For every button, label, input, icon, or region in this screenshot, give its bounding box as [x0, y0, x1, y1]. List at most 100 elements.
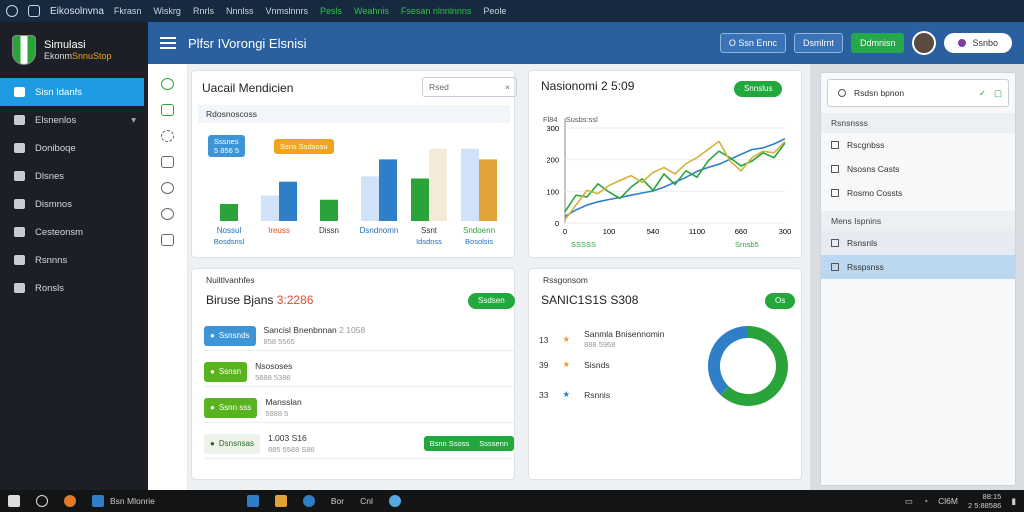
- card-subtitle: Nuiltlvanhfes: [198, 271, 510, 289]
- chat-icon[interactable]: [161, 78, 174, 90]
- top-menu-item[interactable]: Weahnis: [354, 5, 389, 16]
- avatar[interactable]: [912, 31, 937, 55]
- axis: [564, 118, 785, 224]
- sidebar-item[interactable]: Doniboqe: [0, 134, 148, 162]
- title-bar: Eikosolnvna Fkrasn Wiskrg Rnrls Nnnlss Vnmsl…: [0, 0, 1024, 490]
- list-item[interactable]: ● Dsnsnsas 1.003 S16 885 5588 S86 Bsnn Ssos…: [204, 429, 514, 459]
- y-caption: Fl84 Susbs:ssl: [543, 115, 598, 124]
- top-menu-item[interactable]: Pesls: [319, 5, 342, 16]
- back-icon[interactable]: [6, 5, 18, 17]
- donut-slice[interactable]: [720, 326, 788, 406]
- bar[interactable]: [279, 181, 297, 221]
- tray-icon[interactable]: ▭: [904, 495, 913, 506]
- nav-icon: [14, 227, 25, 237]
- bar[interactable]: [461, 148, 479, 221]
- legend-number: 33: [539, 389, 549, 400]
- notification-icon[interactable]: ▮: [1011, 495, 1016, 506]
- x-tick-label: Dissn: [319, 226, 339, 235]
- nav-icon: [14, 171, 25, 181]
- donut-slice[interactable]: [708, 326, 749, 396]
- header-button-2[interactable]: Dsmlrnt: [793, 33, 843, 53]
- app-icon[interactable]: [388, 495, 401, 507]
- sidebar-item[interactable]: Elsnenlos ▾: [0, 106, 148, 134]
- x-tick-label: 1100: [689, 227, 705, 236]
- clock[interactable]: 88:15 2 5:88586: [967, 492, 1002, 510]
- bar[interactable]: [411, 178, 429, 222]
- panel-search[interactable]: Rsdsn bpnon ✓ ▢: [827, 79, 1009, 107]
- legend-item[interactable]: 13 ★ Sanmla Bnisennomin 888 5968: [539, 329, 664, 350]
- grid-icon[interactable]: [161, 104, 174, 116]
- list-item[interactable]: ● Ssnn sss Mansslan 5888 5: [204, 393, 514, 423]
- taskbar-app-3[interactable]: Cnl: [360, 496, 373, 506]
- bar[interactable]: [379, 159, 397, 221]
- tag-icon: ●: [210, 403, 215, 412]
- card-action-button[interactable]: Snnslus: [734, 81, 783, 97]
- bar[interactable]: [261, 195, 279, 222]
- sidebar-item[interactable]: Cesteonsm: [0, 218, 148, 246]
- calendar-icon[interactable]: [161, 156, 174, 168]
- sidebar-item[interactable]: Ronsls: [0, 274, 148, 302]
- top-menu-item[interactable]: Rnrls: [192, 5, 214, 16]
- sidebar-item[interactable]: Sisn Idanfs: [0, 78, 144, 106]
- bar[interactable]: [361, 176, 379, 221]
- tag-icon: ●: [210, 367, 215, 376]
- folder-icon[interactable]: [274, 495, 287, 507]
- profile-pill[interactable]: Ssnbo: [944, 33, 1012, 53]
- header-button-1[interactable]: O Ssn Ennc: [719, 33, 786, 53]
- sidebar-item-label: Dismnos: [35, 198, 72, 210]
- sidebar-item[interactable]: Rsnnns: [0, 246, 148, 274]
- bar[interactable]: [220, 204, 238, 221]
- card-action-button[interactable]: Ssdsen: [468, 293, 515, 309]
- panel-item[interactable]: Rscgnbss: [821, 133, 1015, 157]
- top-menu-item[interactable]: Fkrasn: [113, 5, 142, 16]
- windows-icon[interactable]: [8, 495, 20, 507]
- legend-item[interactable]: 39 ★ Sisnds: [539, 359, 610, 370]
- list-tag: ● Ssnn sss: [204, 397, 258, 418]
- panel-item[interactable]: Rsspsnss: [821, 255, 1015, 279]
- store-icon[interactable]: [246, 495, 259, 507]
- card-subtitle: Rdosnoscoss: [198, 105, 510, 123]
- panel-item[interactable]: Rsnsnls: [821, 231, 1015, 255]
- top-menu-item[interactable]: Nnnlss: [225, 5, 254, 16]
- list-item[interactable]: ● Ssnsn Nsososes 5888 5386: [204, 357, 514, 387]
- taskbar-app-1[interactable]: Bsn Mlonrie: [92, 495, 155, 507]
- panel-item[interactable]: Rosmo Cossts: [821, 181, 1015, 205]
- header-button-3[interactable]: Ddmnisn: [850, 33, 905, 53]
- bar[interactable]: [479, 159, 497, 221]
- top-menu-item[interactable]: Fsesan nlnnlnnns: [400, 5, 472, 16]
- search-input[interactable]: Rsed ×: [422, 77, 517, 97]
- globe-icon[interactable]: [161, 182, 174, 194]
- info-icon[interactable]: [161, 208, 174, 220]
- document-icon[interactable]: [161, 234, 174, 246]
- sidebar-item[interactable]: Dlsnes: [0, 162, 148, 190]
- legend-number: 39: [539, 359, 549, 370]
- icon-rail: [148, 64, 188, 490]
- card-action-button[interactable]: Os: [765, 293, 796, 309]
- close-icon[interactable]: ×: [505, 82, 510, 92]
- list-item[interactable]: ● Ssnsnds Sancisl Bnenbnnan 2 1058 858 5565: [204, 321, 514, 351]
- top-menu-item[interactable]: Vnmslnnrs: [265, 5, 308, 16]
- item-icon: [831, 239, 839, 247]
- tray-extra[interactable]: Cl6M: [938, 496, 958, 506]
- sidebar-item[interactable]: Dismnos: [0, 190, 148, 218]
- bar[interactable]: [429, 148, 447, 221]
- bar[interactable]: [320, 199, 338, 221]
- search-icon[interactable]: [36, 495, 48, 507]
- panel-item[interactable]: Nsosns Casts: [821, 157, 1015, 181]
- x-tick-sublabel: Idsdnss: [416, 237, 442, 246]
- tray-icon[interactable]: ◔: [922, 496, 929, 506]
- item-icon: [831, 189, 839, 197]
- taskbar-app-2[interactable]: Bor: [330, 496, 345, 506]
- series-line[interactable]: [564, 140, 786, 221]
- series-line[interactable]: [564, 137, 786, 218]
- settings-icon[interactable]: [161, 130, 174, 142]
- top-menu-item[interactable]: Peole: [483, 5, 507, 16]
- row-action-button[interactable]: Bsnn Ssoss Ssssenn: [423, 436, 514, 451]
- top-menu-item[interactable]: Wiskrg: [153, 5, 181, 16]
- browser-icon[interactable]: [64, 495, 76, 507]
- legend-item[interactable]: 33 ★ Rsnnis: [539, 389, 610, 400]
- sidebar-item-label: Elsnenlos: [35, 114, 77, 126]
- edge-icon[interactable]: [302, 495, 315, 507]
- menu-icon[interactable]: [160, 37, 176, 49]
- x-tick-label: Ssnt: [421, 226, 438, 235]
